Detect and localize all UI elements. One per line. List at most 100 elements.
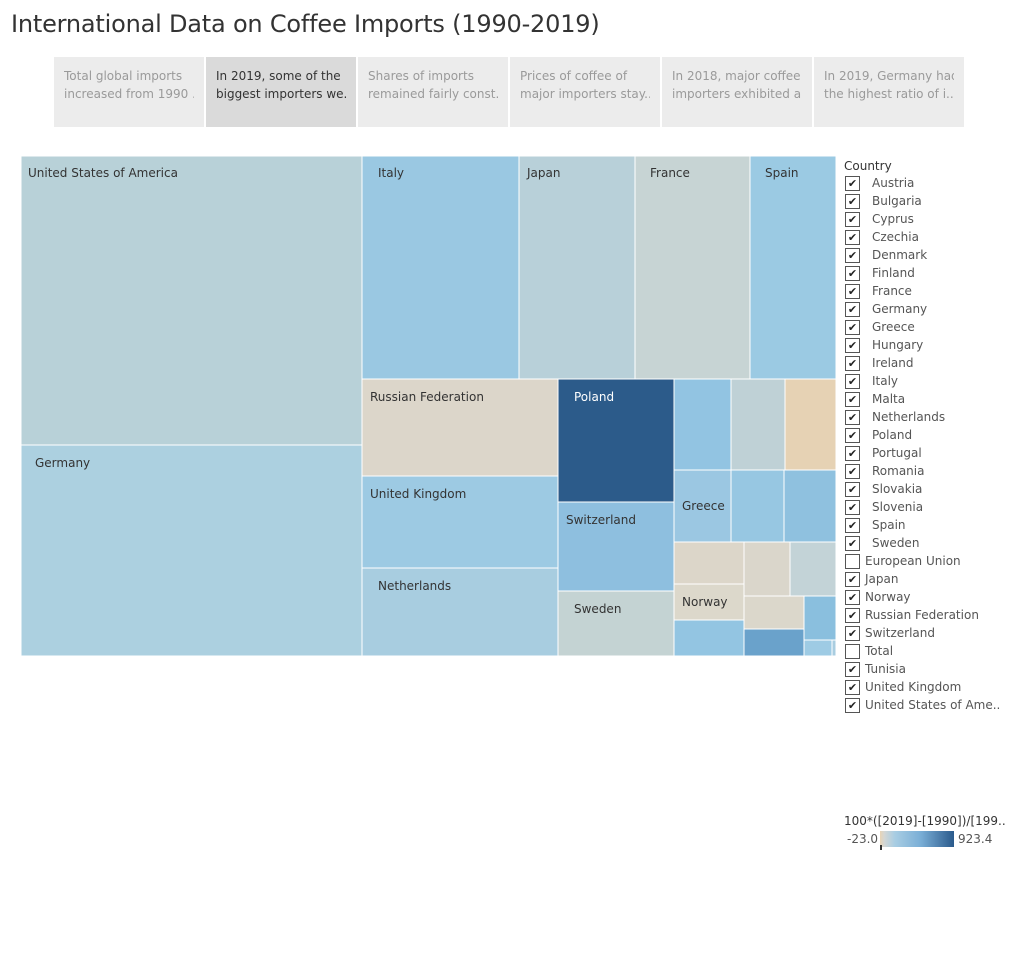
checkbox-checked[interactable]: ✔ [845,230,860,245]
checkbox-checked[interactable]: ✔ [845,464,860,479]
treemap-cell-unlabeled-27[interactable] [804,640,832,656]
treemap-cell-unlabeled-19[interactable] [784,470,836,542]
checkbox-checked[interactable]: ✔ [845,374,860,389]
legend-title: 100*([2019]-[1990])/[199.. [844,814,1006,828]
checkbox-checked[interactable]: ✔ [845,662,860,677]
checkbox-checked[interactable]: ✔ [845,392,860,407]
treemap-cell-italy[interactable] [362,156,519,379]
filter-title: Country [844,158,892,174]
treemap-cell-france[interactable] [635,156,750,379]
filter-item[interactable]: ✔ Sweden [844,534,892,552]
checkbox-checked[interactable]: ✔ [845,284,860,299]
filter-item[interactable]: ✔ Netherlands [844,408,892,426]
story-point-4[interactable]: Prices of coffee of major importers stay… [510,57,660,127]
checkbox-checked[interactable]: ✔ [845,482,860,497]
treemap-cell-unlabeled-21[interactable] [744,542,790,596]
checkbox-checked[interactable]: ✔ [845,608,860,623]
filter-item[interactable]: ✔ United Kingdom [844,678,892,696]
filter-item[interactable]: ✔ Japan [844,570,892,588]
treemap-cell-unlabeled-17[interactable] [785,379,836,470]
treemap-cell-unlabeled-22[interactable] [790,542,836,596]
treemap-cell-unlabeled-26[interactable] [744,629,804,656]
filter-item[interactable]: ✔ Norway [844,588,892,606]
treemap-cell-unlabeled-25[interactable] [674,620,744,656]
filter-item[interactable]: ✔ Italy [844,372,892,390]
story-point-6[interactable]: In 2019, Germany had the highest ratio o… [814,57,964,127]
checkbox-checked[interactable]: ✔ [845,410,860,425]
filter-item[interactable]: European Union [844,552,892,570]
checkbox-checked[interactable]: ✔ [845,356,860,371]
treemap-cell-germany[interactable] [21,445,362,656]
checkbox-checked[interactable]: ✔ [845,536,860,551]
treemap-cell-unlabeled-28[interactable] [832,640,836,656]
checkbox-checked[interactable]: ✔ [845,248,860,263]
checkbox-checked[interactable]: ✔ [845,698,860,713]
treemap-cell-unlabeled-16[interactable] [731,379,785,470]
filter-item[interactable]: ✔ Greece [844,318,892,336]
checkbox-checked[interactable]: ✔ [845,446,860,461]
treemap-cell-unlabeled-20[interactable] [674,542,744,584]
checkbox-checked[interactable]: ✔ [845,500,860,515]
treemap-cell-united-states-of-america[interactable] [21,156,362,445]
checkbox-checked[interactable]: ✔ [845,590,860,605]
filter-item-label: Sweden [872,534,919,552]
treemap-cell-label: Switzerland [566,513,636,527]
filter-item-label: European Union [865,552,961,570]
checkbox-checked[interactable]: ✔ [845,194,860,209]
filter-item[interactable]: ✔ Slovenia [844,498,892,516]
filter-item[interactable]: ✔ Cyprus [844,210,892,228]
filter-item[interactable]: ✔ Ireland [844,354,892,372]
checkbox-checked[interactable]: ✔ [845,518,860,533]
checkbox-unchecked[interactable] [845,644,860,659]
treemap-cell-label: Greece [682,499,725,513]
filter-item[interactable]: ✔ Romania [844,462,892,480]
filter-item[interactable]: ✔ France [844,282,892,300]
treemap-cell-unlabeled-15[interactable] [674,379,731,470]
filter-item[interactable]: ✔ Malta [844,390,892,408]
story-point-5[interactable]: In 2018, major coffee importers exhibite… [662,57,812,127]
filter-item[interactable]: ✔ Finland [844,264,892,282]
checkbox-checked[interactable]: ✔ [845,266,860,281]
filter-item-label: Greece [872,318,915,336]
checkbox-checked[interactable]: ✔ [845,338,860,353]
filter-item-label: Portugal [872,444,922,462]
treemap-cell-sweden[interactable] [558,591,674,656]
checkbox-unchecked[interactable] [845,554,860,569]
treemap-cell-spain[interactable] [750,156,836,379]
filter-item[interactable]: ✔ Spain [844,516,892,534]
checkbox-checked[interactable]: ✔ [845,212,860,227]
filter-item[interactable]: ✔ Russian Federation [844,606,892,624]
filter-item[interactable]: ✔ Austria [844,174,892,192]
filter-item[interactable]: ✔ Tunisia [844,660,892,678]
filter-item[interactable]: ✔ Hungary [844,336,892,354]
checkbox-checked[interactable]: ✔ [845,572,860,587]
story-point-3[interactable]: Shares of imports remained fairly const.… [358,57,508,127]
filter-item[interactable]: ✔ Denmark [844,246,892,264]
story-point-1[interactable]: Total global imports increased from 1990… [54,57,204,127]
story-point-text: biggest importers we.. [216,85,346,103]
filter-item[interactable]: ✔ Bulgaria [844,192,892,210]
treemap-cell-unlabeled-18[interactable] [731,470,784,542]
filter-item[interactable]: ✔ United States of Ame.. [844,696,892,714]
filter-item[interactable]: ✔ Germany [844,300,892,318]
treemap-cell-label: Spain [765,166,799,180]
treemap-cell-unlabeled-24[interactable] [804,596,836,640]
story-point-2[interactable]: In 2019, some of the biggest importers w… [206,57,356,127]
treemap-cell-unlabeled-23[interactable] [744,596,804,629]
checkbox-checked[interactable]: ✔ [845,626,860,641]
story-point-text: Prices of coffee of [520,67,650,85]
filter-item[interactable]: ✔ Poland [844,426,892,444]
checkbox-checked[interactable]: ✔ [845,320,860,335]
checkbox-checked[interactable]: ✔ [845,176,860,191]
filter-item-label: France [872,282,912,300]
treemap-cell-japan[interactable] [519,156,635,379]
treemap-cell-label: Germany [35,456,90,470]
filter-item[interactable]: ✔ Portugal [844,444,892,462]
filter-item[interactable]: ✔ Slovakia [844,480,892,498]
checkbox-checked[interactable]: ✔ [845,680,860,695]
filter-item[interactable]: ✔ Switzerland [844,624,892,642]
filter-item[interactable]: ✔ Czechia [844,228,892,246]
checkbox-checked[interactable]: ✔ [845,302,860,317]
filter-item[interactable]: Total [844,642,892,660]
checkbox-checked[interactable]: ✔ [845,428,860,443]
